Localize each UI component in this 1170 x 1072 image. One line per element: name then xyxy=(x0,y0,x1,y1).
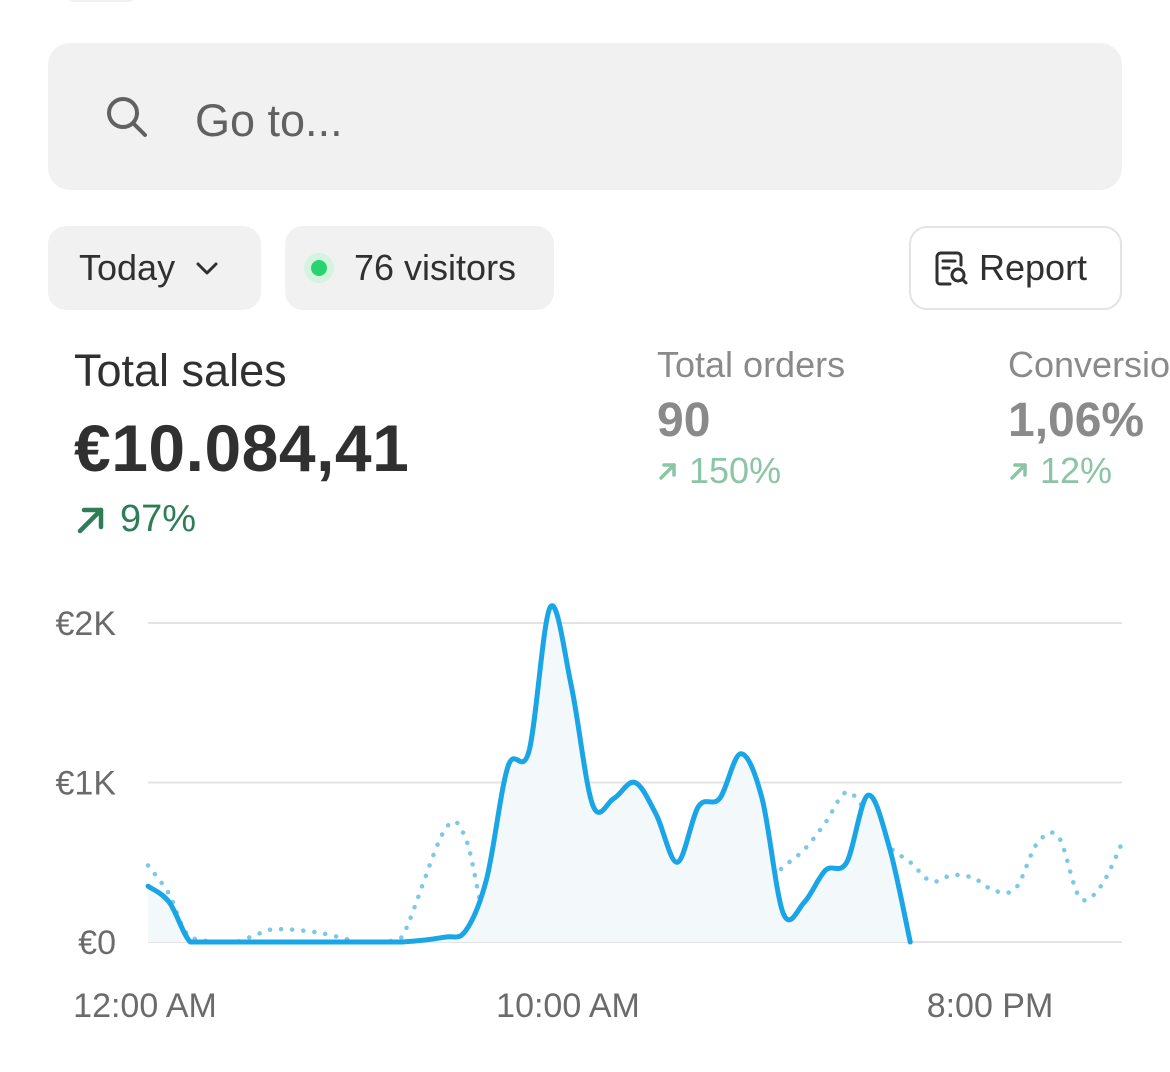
total-orders-change-value: 150% xyxy=(689,450,782,491)
report-search-icon xyxy=(935,251,968,286)
total-orders-title[interactable]: Total orders xyxy=(657,344,846,385)
live-visitors-button[interactable]: 76 visitors xyxy=(285,226,554,310)
live-indicator-icon xyxy=(311,260,327,276)
date-range-label: Today xyxy=(79,247,176,288)
total-sales-value: €10.084,41 xyxy=(74,411,410,485)
y-tick-label: €0 xyxy=(78,924,116,962)
top-partial-element xyxy=(68,0,134,2)
y-tick-label: €2K xyxy=(56,605,117,643)
date-range-selector[interactable]: Today xyxy=(48,226,261,310)
sales-chart[interactable]: €0 €1K €2K 12:00 AM 10:00 AM 8:00 PM xyxy=(0,580,1170,1050)
arrow-up-right-icon xyxy=(659,463,676,480)
search-bar[interactable]: Go to... xyxy=(48,43,1122,190)
y-tick-label: €1K xyxy=(56,765,117,803)
sales-series-area xyxy=(148,605,911,942)
conversion-change: 12% xyxy=(1008,450,1112,492)
report-button[interactable]: Report xyxy=(909,226,1122,310)
total-sales-title[interactable]: Total sales xyxy=(74,345,287,396)
total-orders-change: 150% xyxy=(657,450,781,492)
conversion-value: 1,06% xyxy=(1008,394,1145,447)
x-tick-label: 8:00 PM xyxy=(927,987,1054,1025)
total-orders-value: 90 xyxy=(657,394,711,447)
conversion-title[interactable]: Conversio xyxy=(1008,344,1170,385)
search-icon xyxy=(107,97,147,137)
x-tick-label: 10:00 AM xyxy=(496,987,640,1025)
x-tick-label: 12:00 AM xyxy=(73,987,217,1025)
arrow-up-right-icon xyxy=(1010,463,1027,480)
conversion-change-value: 12% xyxy=(1040,450,1113,491)
report-label: Report xyxy=(979,247,1088,288)
total-sales-change-value: 97% xyxy=(120,498,197,540)
arrow-up-right-icon xyxy=(77,507,104,533)
chevron-down-icon xyxy=(196,262,218,275)
search-input-placeholder: Go to... xyxy=(195,95,343,146)
sales-series-line xyxy=(145,603,913,945)
visitors-count: 76 visitors xyxy=(354,247,517,288)
total-sales-change: 97% xyxy=(74,498,196,541)
